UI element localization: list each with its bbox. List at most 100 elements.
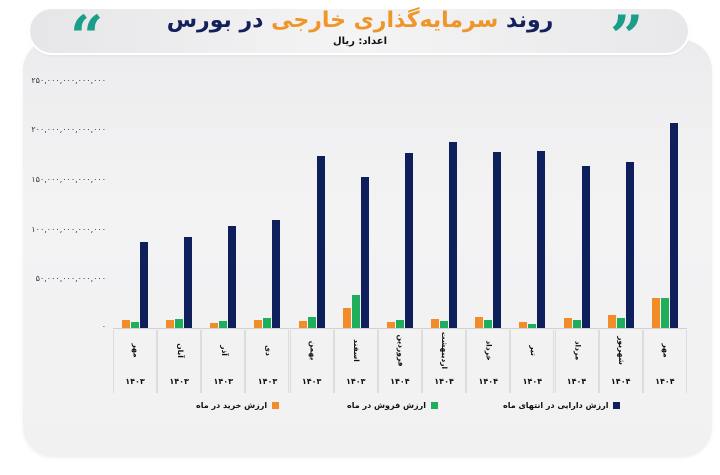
bar-group bbox=[157, 60, 201, 328]
title-banner bbox=[28, 7, 690, 55]
year-label: ۱۴۰۴ bbox=[478, 377, 498, 386]
bar-group bbox=[245, 60, 289, 328]
bar-sell bbox=[528, 324, 537, 328]
category-cell: آذر ۱۴۰۳ bbox=[201, 330, 246, 393]
x-axis-line bbox=[113, 328, 687, 329]
category-cell: اردیبهشت ۱۴۰۴ bbox=[422, 330, 467, 393]
bar-asset bbox=[316, 155, 325, 328]
category-cell: تیر ۱۴۰۴ bbox=[510, 330, 555, 393]
legend-label-sell: ارزش فروش در ماه bbox=[347, 401, 426, 410]
month-label: تیر bbox=[528, 344, 538, 356]
legend-item-sell: ارزش فروش در ماه bbox=[347, 401, 438, 410]
bar-buy bbox=[651, 297, 660, 328]
bar-sell bbox=[484, 320, 493, 328]
year-label: ۱۴۰۴ bbox=[522, 377, 543, 386]
bar-buy bbox=[210, 323, 219, 328]
bar-asset bbox=[360, 177, 369, 328]
bar-buy bbox=[475, 317, 484, 328]
bar-buy bbox=[563, 318, 572, 328]
bar-buy bbox=[122, 320, 130, 328]
bar-buy bbox=[519, 322, 528, 328]
year-label: ۱۴۰۴ bbox=[610, 377, 631, 386]
bar-group bbox=[422, 60, 466, 328]
bar-buy bbox=[298, 321, 307, 328]
year-label: ۱۴۰۴ bbox=[434, 377, 454, 386]
category-cell: بهمن ۱۴۰۳ bbox=[289, 330, 334, 393]
bar-sell bbox=[351, 294, 360, 328]
bar-buy bbox=[166, 320, 175, 328]
chart-subtitle: اعداد: ریال bbox=[332, 36, 388, 47]
title-part-3: در بورس bbox=[166, 8, 264, 33]
title-part-1: روند bbox=[505, 8, 554, 33]
bar-asset bbox=[184, 236, 193, 328]
bar-sell bbox=[395, 320, 404, 328]
bar-sell bbox=[263, 318, 272, 328]
bar-buy bbox=[254, 320, 263, 328]
month-label: آبان bbox=[175, 342, 185, 358]
bar-asset bbox=[140, 242, 148, 328]
y-tick: ۲۰۰,۰۰۰,۰۰۰,۰۰۰,۰۰۰ bbox=[31, 125, 106, 134]
bar-group bbox=[510, 60, 554, 328]
year-label: ۱۴۰۴ bbox=[566, 377, 587, 386]
category-cell: فروردین ۱۴۰۴ bbox=[377, 330, 422, 393]
bar-asset bbox=[537, 150, 546, 328]
category-cell: مهر ۱۴۰۴ bbox=[642, 330, 687, 393]
x-axis-categories: مهر ۱۴۰۳ آبان ۱۴۰۳ آذر ۱۴۰۳ دی ۱۴۰۳ بهمن ۱۴۰۳ اسفن… bbox=[113, 330, 687, 393]
y-tick: ۵۰,۰۰۰,۰۰۰,۰۰۰,۰۰۰ bbox=[35, 274, 106, 283]
bar-asset bbox=[581, 165, 590, 328]
bar-asset bbox=[228, 225, 237, 328]
bar-sell bbox=[660, 298, 669, 328]
bar-asset bbox=[404, 152, 413, 328]
month-label: اسفند bbox=[352, 338, 362, 362]
bar-sell bbox=[440, 321, 449, 328]
bar-asset bbox=[449, 142, 458, 328]
month-label: خرداد bbox=[484, 339, 494, 361]
plot-area bbox=[113, 60, 687, 328]
year-label: ۱۴۰۳ bbox=[213, 377, 234, 386]
bar-sell bbox=[219, 321, 228, 328]
category-cell: مرداد ۱۴۰۴ bbox=[554, 330, 599, 393]
category-cell: خرداد ۱۴۰۴ bbox=[466, 330, 511, 393]
month-label: آذر bbox=[219, 344, 229, 356]
bar-buy bbox=[431, 319, 440, 328]
bar-group bbox=[643, 60, 687, 328]
bar-sell bbox=[175, 319, 184, 328]
month-label: شهریور bbox=[617, 335, 627, 365]
bar-group bbox=[599, 60, 643, 328]
bar-group bbox=[466, 60, 510, 328]
chart-title: روند سرمایه‌گذاری خارجی در بورس bbox=[150, 8, 570, 34]
y-tick: ۱۵۰,۰۰۰,۰۰۰,۰۰۰,۰۰۰ bbox=[31, 175, 106, 184]
title-part-2: سرمایه‌گذاری خارجی bbox=[271, 8, 499, 33]
month-label: مرداد bbox=[573, 340, 583, 360]
bar-asset bbox=[272, 219, 281, 328]
month-label: مهر bbox=[131, 342, 141, 358]
bar-group bbox=[555, 60, 599, 328]
category-cell: اسفند ۱۴۰۳ bbox=[333, 330, 378, 393]
bar-buy bbox=[342, 308, 351, 328]
month-label: دی bbox=[263, 344, 273, 356]
bar-sell bbox=[131, 322, 139, 328]
bar-sell bbox=[572, 320, 581, 328]
year-label: ۱۴۰۳ bbox=[346, 377, 366, 386]
y-tick: ۲۵۰,۰۰۰,۰۰۰,۰۰۰,۰۰۰ bbox=[31, 76, 106, 85]
legend-item-asset: ارزش دارایی در انتهای ماه bbox=[503, 401, 621, 410]
category-cell: آبان ۱۴۰۳ bbox=[157, 330, 202, 393]
bar-asset bbox=[669, 123, 678, 328]
bar-buy bbox=[607, 315, 616, 328]
legend-swatch-asset bbox=[613, 402, 621, 409]
month-label: اردیبهشت bbox=[440, 331, 450, 369]
month-label: فروردین bbox=[396, 334, 406, 366]
bar-buy bbox=[386, 322, 395, 328]
bar-group bbox=[334, 60, 378, 328]
month-label: بهمن bbox=[308, 340, 318, 360]
year-label: ۱۴۰۴ bbox=[390, 377, 410, 386]
bar-asset bbox=[625, 161, 634, 328]
legend-label-buy: ارزش خرید در ماه bbox=[196, 401, 268, 410]
year-label: ۱۴۰۳ bbox=[257, 377, 278, 386]
bar-group bbox=[113, 60, 157, 328]
bar-group bbox=[201, 60, 245, 328]
bar-group bbox=[290, 60, 334, 328]
year-label: ۱۴۰۴ bbox=[655, 377, 675, 386]
y-tick: ۱۰۰,۰۰۰,۰۰۰,۰۰۰,۰۰۰ bbox=[31, 225, 106, 234]
bar-sell bbox=[307, 317, 316, 328]
